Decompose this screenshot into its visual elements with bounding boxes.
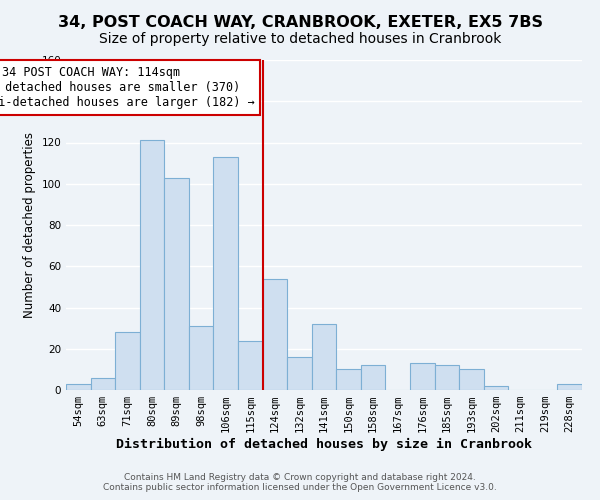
Bar (287, 357, 312, 390)
Y-axis label: Number of detached properties: Number of detached properties (23, 132, 36, 318)
Text: 34, POST COACH WAY, CRANBROOK, EXETER, EX5 7BS: 34, POST COACH WAY, CRANBROOK, EXETER, E… (58, 15, 542, 30)
Bar (459, 370, 484, 390)
Bar (484, 386, 508, 390)
Bar (91, 378, 115, 390)
Bar (410, 363, 434, 390)
Bar (214, 157, 238, 390)
Bar (115, 332, 140, 390)
Bar (66, 384, 91, 390)
Text: 34 POST COACH WAY: 114sqm
← 65% of detached houses are smaller (370)
32% of semi: 34 POST COACH WAY: 114sqm ← 65% of detac… (0, 66, 254, 109)
Bar (312, 324, 336, 390)
Bar (140, 140, 164, 390)
Bar (361, 365, 385, 390)
X-axis label: Distribution of detached houses by size in Cranbrook: Distribution of detached houses by size … (116, 438, 532, 451)
Bar (164, 178, 189, 390)
Bar (434, 365, 459, 390)
Bar (238, 340, 263, 390)
Text: Size of property relative to detached houses in Cranbrook: Size of property relative to detached ho… (99, 32, 501, 46)
Bar (189, 326, 214, 390)
Bar (263, 278, 287, 390)
Bar (557, 384, 582, 390)
Text: Contains HM Land Registry data © Crown copyright and database right 2024.
Contai: Contains HM Land Registry data © Crown c… (103, 473, 497, 492)
Bar (336, 370, 361, 390)
